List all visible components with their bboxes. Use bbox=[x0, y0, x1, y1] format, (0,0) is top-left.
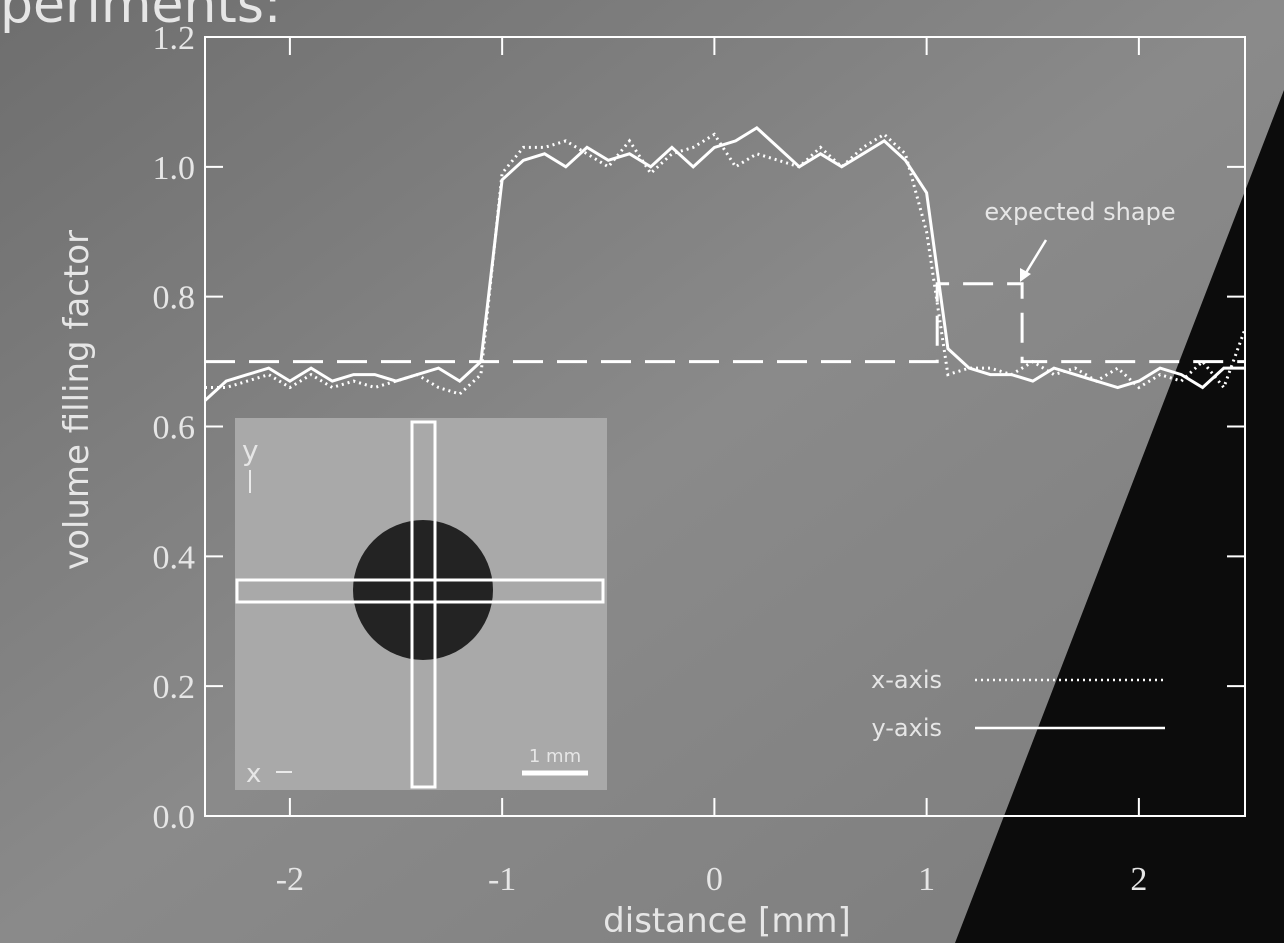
y-tick-label: 0.4 bbox=[153, 539, 196, 576]
inset-label: 1 mm bbox=[529, 746, 581, 767]
x-tick-label: -1 bbox=[488, 861, 516, 898]
y-tick-label: 0.0 bbox=[153, 799, 196, 836]
y-tick-label: 1.0 bbox=[153, 150, 196, 187]
x-tick-label: 0 bbox=[706, 861, 723, 898]
inset-label: y bbox=[242, 434, 259, 467]
slide-title: periments: bbox=[0, 0, 281, 35]
x-tick-label: 2 bbox=[1130, 861, 1147, 898]
x-axis-label: distance [mm] bbox=[603, 901, 851, 941]
annotation: expected shape bbox=[984, 198, 1175, 226]
x-tick-label: -2 bbox=[276, 861, 304, 898]
y-tick-label: 0.2 bbox=[153, 669, 196, 706]
inset-disk bbox=[353, 520, 493, 660]
inset: y x 1 mm bbox=[235, 418, 607, 790]
inset-label: x bbox=[246, 759, 261, 789]
y-tick-label: 0.8 bbox=[153, 280, 196, 317]
page: {"slide_title_fragment":"periments:", "c… bbox=[0, 0, 1284, 943]
x-tick-label: 1 bbox=[918, 861, 935, 898]
legend-label: x-axis bbox=[871, 666, 942, 694]
y-tick-label: 1.2 bbox=[153, 20, 196, 57]
legend-label: y-axis bbox=[871, 714, 942, 742]
y-tick-label: 0.6 bbox=[153, 410, 196, 447]
y-axis-label: volume filling factor bbox=[57, 230, 97, 570]
chart: periments: y x 1 mm expected shape dista… bbox=[0, 0, 1284, 943]
